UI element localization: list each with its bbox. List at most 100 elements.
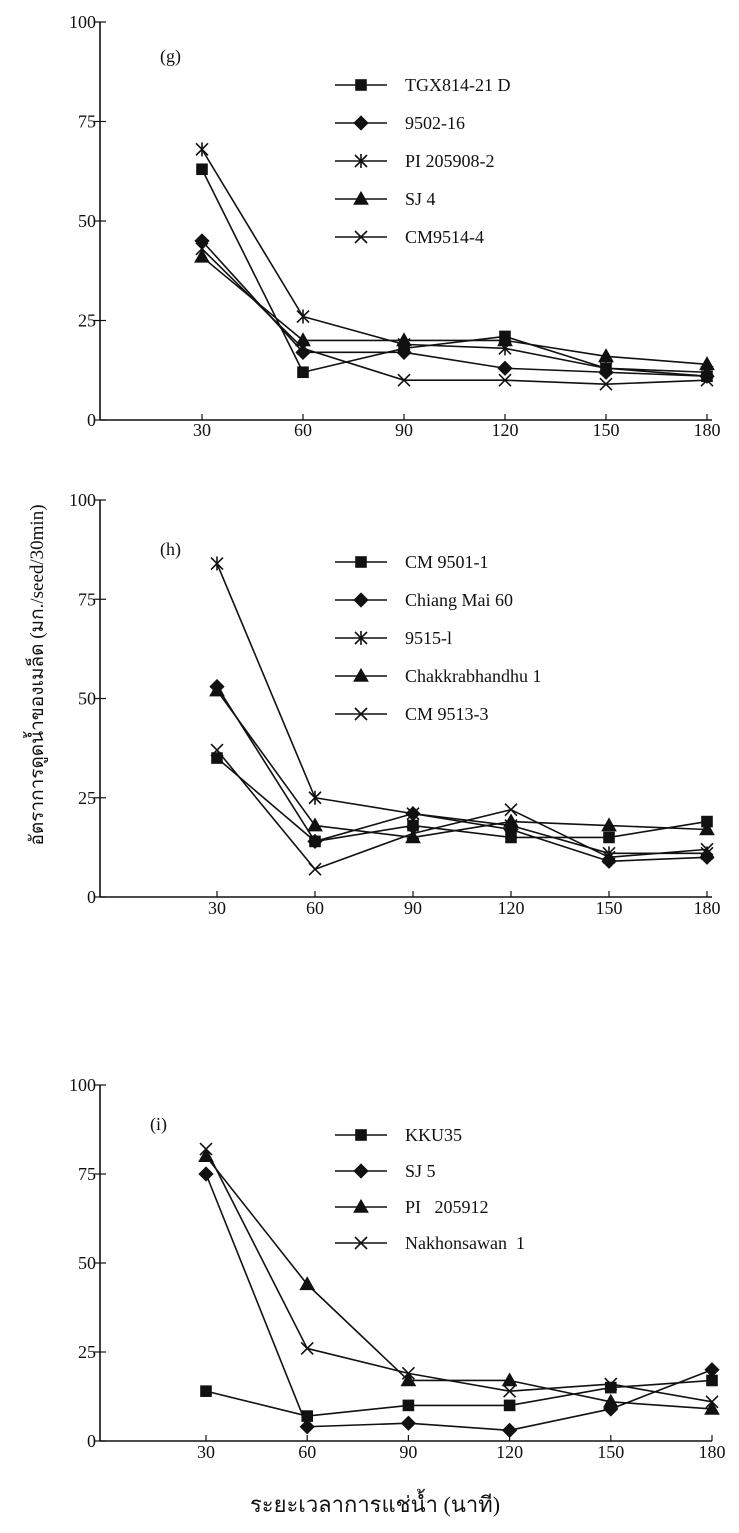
- legend-entry: SJ 4: [335, 189, 436, 209]
- data-point: [195, 242, 209, 256]
- legend-label: CM 9513-3: [405, 704, 489, 724]
- x-tick-label: 30: [197, 1442, 215, 1462]
- series: [211, 752, 713, 848]
- series: [194, 248, 715, 371]
- y-tick-label: 75: [78, 589, 96, 609]
- x-tick-label: 30: [208, 898, 226, 918]
- series: [210, 743, 714, 876]
- series-line: [201, 248, 708, 385]
- legend-entry: 9515-l: [335, 628, 452, 648]
- x-tick-label: 60: [294, 420, 312, 440]
- x-tick-label: 180: [694, 898, 721, 918]
- data-point: [601, 817, 617, 832]
- x-tick-label: 90: [404, 898, 422, 918]
- series-line: [216, 749, 708, 871]
- data-point: [396, 344, 412, 360]
- data-point: [308, 790, 322, 805]
- legend-marker: [353, 592, 369, 608]
- legend-entry: CM 9513-3: [335, 704, 489, 724]
- x-tick-label: 120: [492, 420, 519, 440]
- y-tick-label: 50: [78, 211, 96, 231]
- legend-marker: [355, 556, 367, 568]
- x-tick-label: 120: [496, 1442, 523, 1462]
- data-point: [602, 1393, 619, 1408]
- series-line: [216, 757, 708, 843]
- series-line: [201, 256, 708, 366]
- series: [198, 1148, 720, 1415]
- legend-marker: [353, 115, 369, 131]
- y-tick-label: 50: [78, 689, 96, 709]
- panel-label: (i): [150, 1114, 167, 1135]
- legend-entry: Chiang Mai 60: [335, 590, 513, 610]
- data-point: [598, 348, 614, 363]
- data-point: [209, 682, 225, 697]
- legend-marker: [353, 1163, 369, 1179]
- legend-label: CM9514-4: [405, 227, 484, 247]
- series-line: [205, 1155, 713, 1410]
- legend-marker: [354, 631, 368, 645]
- series: [199, 1142, 719, 1409]
- x-tick-label: 150: [596, 898, 623, 918]
- chart-panel: 0 25 50 75 100 30 60 90 120 150 180 (g) TGX814-21 D 9…: [69, 12, 721, 440]
- data-point: [296, 309, 310, 324]
- series-line: [216, 690, 708, 839]
- series: [196, 163, 713, 383]
- data-point: [308, 862, 322, 876]
- data-point: [198, 1166, 214, 1182]
- series-line: [216, 563, 707, 855]
- data-point: [599, 377, 613, 391]
- data-point: [200, 1385, 212, 1397]
- data-point: [603, 831, 615, 844]
- data-point: [194, 233, 210, 249]
- data-point: [406, 826, 420, 841]
- y-tick-label: 0: [87, 1431, 96, 1451]
- data-point: [400, 1372, 417, 1387]
- data-point: [402, 1399, 415, 1412]
- data-point: [297, 366, 309, 379]
- legend-label: 9502-16: [405, 113, 465, 133]
- chart-panel: 0 25 50 75 100 30 60 90 120 150 180 (i) KKU35 SJ 5 PI …: [69, 1075, 726, 1462]
- data-point: [296, 341, 310, 355]
- data-point: [704, 1400, 720, 1415]
- legend-entry: Chakkrabhandhu 1: [335, 666, 541, 686]
- data-point: [300, 1341, 314, 1356]
- series-line: [205, 1148, 713, 1403]
- x-tick-label: 180: [699, 1442, 726, 1462]
- y-tick-label: 25: [78, 1342, 96, 1362]
- x-tick-label: 90: [395, 420, 413, 440]
- y-tick-label: 50: [78, 1253, 96, 1273]
- x-tick-label: 150: [597, 1442, 624, 1462]
- data-point: [599, 361, 613, 376]
- data-point: [501, 1372, 518, 1387]
- legend-label: PI 205912: [405, 1197, 489, 1217]
- series: [209, 682, 715, 844]
- series-line: [201, 148, 708, 374]
- data-point: [699, 356, 715, 371]
- data-point: [501, 1422, 518, 1438]
- data-point: [700, 373, 714, 387]
- data-point: [705, 1395, 719, 1409]
- legend-marker: [354, 707, 368, 721]
- x-tick-label: 180: [694, 420, 721, 440]
- data-point: [602, 850, 616, 864]
- data-point: [699, 821, 715, 836]
- legend-entry: Nakhonsawan 1: [335, 1233, 525, 1253]
- legend-marker: [354, 154, 368, 168]
- legend-label: 9515-l: [405, 628, 452, 648]
- legend-label: SJ 5: [405, 1161, 436, 1181]
- legend-entry: PI 205912: [335, 1197, 489, 1217]
- series: [210, 556, 714, 861]
- series: [194, 233, 715, 384]
- data-point: [195, 142, 209, 157]
- series: [195, 142, 714, 380]
- series-line: [201, 240, 708, 378]
- y-tick-label: 100: [69, 1075, 96, 1095]
- data-point: [210, 556, 224, 571]
- legend-marker: [355, 79, 367, 91]
- legend-marker: [354, 1236, 368, 1250]
- data-point: [211, 752, 223, 764]
- legend-marker: [353, 1198, 369, 1213]
- y-tick-label: 25: [78, 311, 96, 331]
- data-point: [397, 373, 411, 387]
